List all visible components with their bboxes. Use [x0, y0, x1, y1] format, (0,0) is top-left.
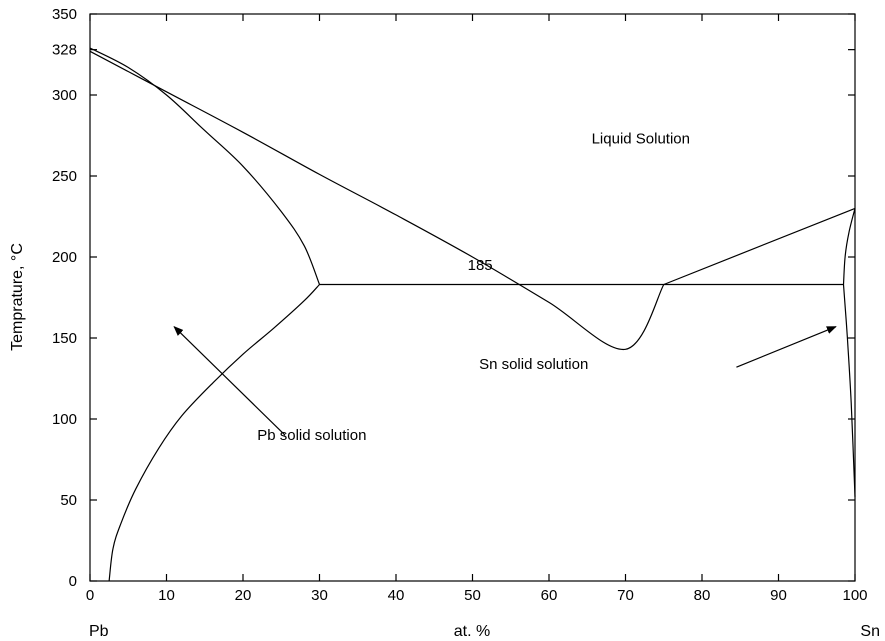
- curve-liquidus-sn-side: [663, 207, 856, 286]
- phase-boundaries: [89, 47, 856, 582]
- y-tick-label: 250: [52, 168, 77, 185]
- x-tick-label: 70: [617, 587, 634, 604]
- x-tick-label: 50: [464, 587, 481, 604]
- curve-solvus-sn-side: [842, 284, 856, 497]
- y-tick-label: 0: [69, 573, 77, 590]
- curve-solidus-pb-side: [89, 47, 321, 285]
- x-tick-label: 20: [235, 587, 252, 604]
- x-tick-label: 90: [770, 587, 787, 604]
- annotation-arrows: [173, 325, 837, 436]
- annotation-arrow: [736, 326, 837, 368]
- x-tick-label: 60: [541, 587, 558, 604]
- x-axis-left-element-label: Pb: [89, 623, 109, 640]
- x-tick-label: 10: [158, 587, 175, 604]
- y-tick-label: 200: [52, 249, 77, 266]
- x-tick-label: 30: [311, 587, 328, 604]
- x-tick-label: 40: [388, 587, 405, 604]
- curve-solidus-sn-side: [842, 208, 856, 285]
- x-axis-right-element-label: Sn: [860, 623, 880, 640]
- plot-frame: [89, 13, 856, 582]
- annotation-arrow: [173, 325, 286, 436]
- region-label: Sn solid solution: [479, 356, 588, 373]
- axis-ticks: [89, 13, 856, 582]
- region-label: Liquid Solution: [592, 131, 690, 148]
- region-labels: Liquid Solution 185 Pb solid solution Sn so…: [257, 131, 690, 444]
- x-tick-label: 100: [842, 587, 867, 604]
- x-tick-label: 0: [86, 587, 94, 604]
- y-tick-label: 300: [52, 87, 77, 104]
- y-tick-label: 100: [52, 411, 77, 428]
- y-tick-label: 150: [52, 330, 77, 347]
- y-tick-label: 350: [52, 6, 77, 23]
- curve-solvus-pb-side: [108, 284, 320, 582]
- region-label: 185: [468, 257, 493, 274]
- y-tick-label: 328: [52, 42, 77, 59]
- x-tick-label: 80: [694, 587, 711, 604]
- x-axis-title: at. %: [454, 623, 490, 640]
- curve-liquidus-pb-side: [89, 50, 665, 350]
- y-tick-label: 50: [60, 492, 77, 509]
- axis-tick-labels: 0 10 20 30 40 50 60 70 80 90 100 0 50 100 150 200 250 300…: [52, 6, 868, 604]
- y-axis-title: Temprature, °C: [9, 243, 26, 351]
- region-label: Pb solid solution: [257, 427, 366, 444]
